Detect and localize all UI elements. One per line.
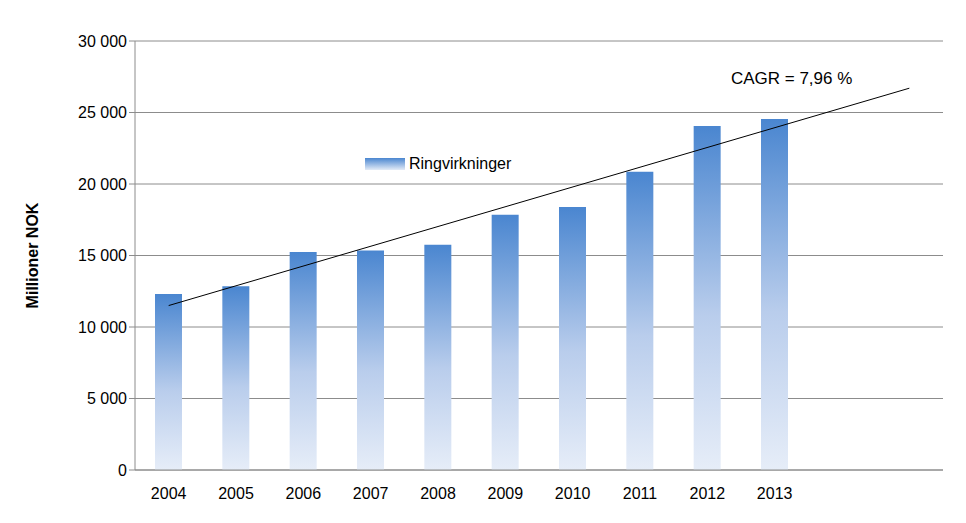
svg-text:CAGR = 7,96 %: CAGR = 7,96 %	[731, 69, 852, 88]
svg-text:15 000: 15 000	[78, 247, 127, 264]
svg-text:5 000: 5 000	[87, 390, 127, 407]
svg-text:30 000: 30 000	[78, 33, 127, 50]
svg-text:2008: 2008	[420, 485, 456, 502]
svg-text:2013: 2013	[757, 485, 793, 502]
svg-text:2009: 2009	[488, 485, 524, 502]
svg-text:20 000: 20 000	[78, 176, 127, 193]
svg-text:10 000: 10 000	[78, 319, 127, 336]
svg-text:Millioner NOK: Millioner NOK	[24, 202, 41, 308]
svg-text:2005: 2005	[218, 485, 254, 502]
svg-text:2010: 2010	[555, 485, 591, 502]
svg-text:2006: 2006	[286, 485, 322, 502]
html-text:Ringvirkninger: Ringvirkninger	[409, 155, 512, 172]
svg-text:25 000: 25 000	[78, 104, 127, 121]
svg-text:0: 0	[118, 462, 127, 479]
svg-text:2011: 2011	[623, 485, 658, 502]
svg-text:2004: 2004	[151, 485, 187, 502]
svg-text:2012: 2012	[690, 485, 726, 502]
svg-text:2007: 2007	[353, 485, 389, 502]
